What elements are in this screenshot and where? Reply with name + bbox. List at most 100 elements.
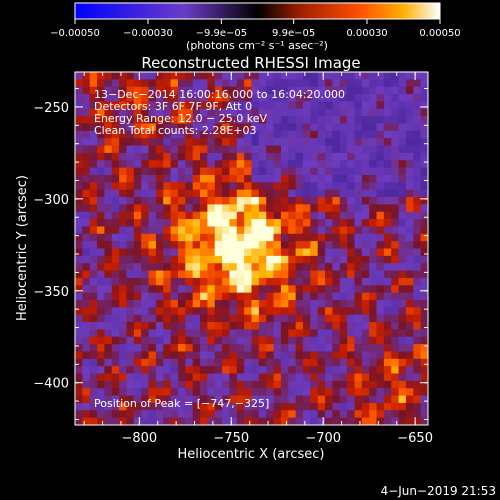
heatmap-cell	[192, 395, 201, 404]
heatmap-cell	[185, 211, 194, 220]
heatmap-cell	[280, 79, 289, 88]
heatmap-cell	[310, 402, 319, 411]
heatmap-cell	[288, 182, 297, 191]
heatmap-cell	[302, 101, 311, 110]
heatmap-cell	[295, 380, 304, 389]
heatmap-cell	[280, 322, 289, 330]
heatmap-cell	[347, 211, 355, 220]
heatmap-cell	[214, 395, 223, 404]
heatmap-cell	[420, 366, 428, 374]
heatmap-cell	[75, 307, 83, 316]
heatmap-cell	[163, 86, 171, 95]
heatmap-cell	[398, 255, 407, 264]
heatmap-cell	[369, 197, 377, 205]
heatmap-cell	[398, 174, 407, 183]
annotation-line: Detectors: 3F 6F 7F 9F, Att 0	[94, 100, 252, 113]
heatmap-cell	[104, 241, 113, 249]
heatmap-cell	[420, 322, 428, 330]
heatmap-cell	[288, 197, 297, 205]
heatmap-cell	[200, 130, 208, 139]
heatmap-cell	[200, 182, 208, 191]
heatmap-cell	[332, 417, 341, 425]
heatmap-cell	[82, 314, 91, 323]
heatmap-cell	[325, 336, 333, 345]
heatmap-cell	[141, 366, 149, 374]
heatmap-cell	[126, 380, 135, 389]
heatmap-cell	[148, 138, 157, 146]
heatmap-cell	[89, 219, 98, 227]
heatmap-cell	[369, 204, 377, 213]
heatmap-cell	[192, 123, 201, 132]
heatmap-cell	[236, 108, 245, 117]
heatmap-cell	[369, 263, 377, 271]
heatmap-cell	[185, 160, 194, 168]
heatmap-cell	[325, 182, 333, 191]
heatmap-cell	[170, 189, 179, 198]
heatmap-cell	[104, 285, 113, 294]
heatmap-cell	[251, 388, 260, 396]
heatmap-cell	[97, 373, 105, 382]
heatmap-cell	[89, 336, 98, 345]
heatmap-cell	[325, 285, 333, 294]
heatmap-cell	[97, 292, 105, 301]
heatmap-cell	[413, 152, 422, 161]
heatmap-cell	[383, 322, 392, 330]
heatmap-cell	[155, 189, 164, 198]
x-axis-label: Heliocentric X (arcsec)	[178, 447, 325, 462]
heatmap-cell	[317, 145, 326, 154]
heatmap-cell	[251, 138, 260, 146]
heatmap-cell	[339, 123, 348, 132]
heatmap-cell	[266, 197, 274, 205]
heatmap-cell	[266, 380, 274, 389]
heatmap-cell	[354, 285, 363, 294]
heatmap-cell	[317, 211, 326, 220]
heatmap-cell	[420, 233, 428, 242]
heatmap-cell	[339, 138, 348, 146]
heatmap-cell	[133, 336, 142, 345]
heatmap-cell	[347, 277, 355, 286]
heatmap-cell	[295, 299, 304, 308]
heatmap-cell	[222, 285, 230, 294]
heatmap-cell	[177, 314, 186, 323]
heatmap-cell	[214, 174, 223, 183]
heatmap-cell	[163, 329, 171, 338]
heatmap-cell	[75, 145, 83, 154]
heatmap-cell	[325, 152, 333, 161]
heatmap-cell	[332, 211, 341, 220]
heatmap-cell	[420, 344, 428, 352]
heatmap-cell	[141, 123, 149, 132]
peak-position-label: Position of Peak = [−747,−325]	[94, 397, 269, 410]
heatmap-cell	[251, 351, 260, 360]
heatmap-cell	[258, 94, 267, 102]
heatmap-cell	[354, 277, 363, 286]
heatmap-cell	[126, 314, 135, 323]
heatmap-cell	[111, 160, 120, 168]
heatmap-cell	[133, 402, 142, 411]
heatmap-cell	[376, 351, 385, 360]
heatmap-cell	[185, 417, 194, 425]
heatmap-cell	[398, 145, 407, 154]
heatmap-cell	[420, 138, 428, 146]
heatmap-cell	[288, 241, 297, 249]
heatmap-cell	[163, 314, 171, 323]
heatmap-cell	[89, 72, 98, 80]
heatmap-cell	[251, 344, 260, 352]
heatmap-cell	[82, 402, 91, 411]
heatmap-cell	[155, 277, 164, 286]
heatmap-cell	[405, 204, 414, 213]
heatmap-cell	[347, 138, 355, 146]
heatmap-cell	[295, 219, 304, 227]
heatmap-cell	[200, 174, 208, 183]
heatmap-cell	[273, 358, 282, 367]
heatmap-cell	[163, 358, 171, 367]
heatmap-cell	[148, 292, 157, 301]
heatmap-cell	[222, 138, 230, 146]
heatmap-cell	[163, 417, 171, 425]
heatmap-cell	[288, 160, 297, 168]
heatmap-cell	[288, 226, 297, 235]
heatmap-cell	[185, 145, 194, 154]
heatmap-cell	[310, 138, 319, 146]
heatmap-cell	[302, 380, 311, 389]
heatmap-cell	[163, 145, 171, 154]
heatmap-cell	[214, 182, 223, 191]
